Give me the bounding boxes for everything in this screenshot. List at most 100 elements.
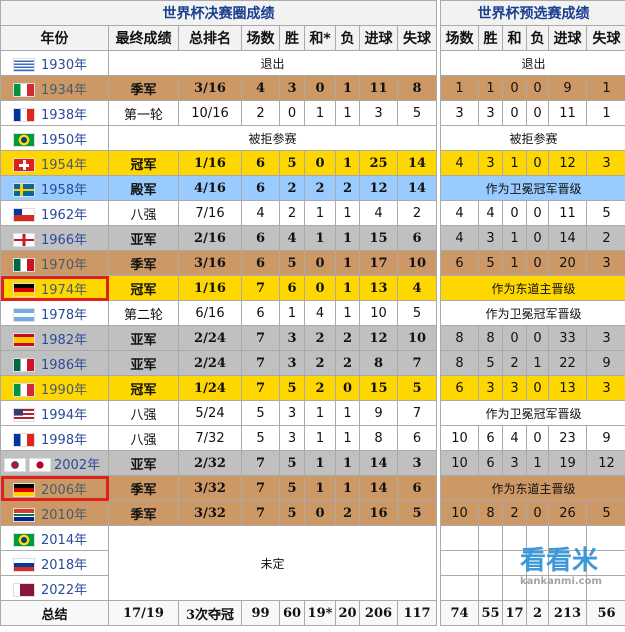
france-flag-icon bbox=[13, 108, 35, 122]
total-rank: 3次夺冠 bbox=[178, 600, 242, 626]
year-cell: 1994年 bbox=[0, 400, 109, 426]
year-link[interactable]: 1986年 bbox=[41, 357, 88, 373]
year-cell: 1962年 bbox=[0, 200, 109, 226]
finals-header-7: 进球 bbox=[359, 25, 398, 51]
status-note: 退出 bbox=[107, 50, 438, 76]
year-link[interactable]: 1954年 bbox=[41, 157, 88, 173]
qualifying-wins-cell bbox=[478, 575, 503, 601]
tbd-note: 未定 bbox=[107, 525, 438, 601]
year-link[interactable]: 1970年 bbox=[41, 257, 88, 273]
finals-header-2: 总排名 bbox=[178, 25, 242, 51]
matches-cell: 2 bbox=[241, 100, 280, 126]
year-link[interactable]: 1934年 bbox=[41, 82, 88, 98]
year-link[interactable]: 2002年 bbox=[54, 457, 101, 473]
goals-for-cell: 11 bbox=[359, 75, 398, 101]
draws-cell: 1 bbox=[304, 200, 336, 226]
year-link[interactable]: 1974年 bbox=[41, 282, 88, 298]
finals-header-0: 年份 bbox=[0, 25, 109, 51]
sweden-flag-icon bbox=[13, 183, 35, 197]
wins-cell: 5 bbox=[279, 475, 305, 501]
result-cell: 亚军 bbox=[108, 350, 179, 376]
year-link[interactable]: 1958年 bbox=[41, 182, 88, 198]
year-link[interactable]: 1966年 bbox=[41, 232, 88, 248]
year-cell: 2006年 bbox=[0, 475, 109, 501]
qualifying-draws-cell: 1 bbox=[502, 250, 527, 276]
year-link[interactable]: 1990年 bbox=[41, 382, 88, 398]
finals-row: 1978年 第二轮 6/16 6 1 4 1 10 5 bbox=[0, 300, 438, 326]
year-cell: 1966年 bbox=[0, 225, 109, 251]
year-cell: 1974年 bbox=[0, 275, 109, 301]
japan-flag-icon bbox=[29, 458, 51, 472]
year-link[interactable]: 1978年 bbox=[41, 307, 88, 323]
goals-for-cell: 8 bbox=[359, 350, 398, 376]
year-link[interactable]: 1962年 bbox=[41, 207, 88, 223]
qualifying-draws-cell: 0 bbox=[502, 325, 527, 351]
year-link[interactable]: 1930年 bbox=[41, 57, 88, 73]
goals-for-cell: 16 bbox=[359, 500, 398, 526]
finals-row: 1974年 冠军 1/16 7 6 0 1 13 4 bbox=[0, 275, 438, 301]
result-cell: 八强 bbox=[108, 425, 179, 451]
year-link[interactable]: 1938年 bbox=[41, 107, 88, 123]
result-cell: 亚军 bbox=[108, 325, 179, 351]
qualifying-goals-against-cell: 3 bbox=[585, 250, 625, 276]
finals-header-3: 场数 bbox=[241, 25, 280, 51]
losses-cell: 1 bbox=[335, 150, 360, 176]
qualifying-total-wins: 55 bbox=[478, 600, 503, 626]
qualifying-header-1: 胜 bbox=[478, 25, 503, 51]
finals-row: 1982年 亚军 2/24 7 3 2 2 12 10 bbox=[0, 325, 438, 351]
wins-cell: 4 bbox=[279, 225, 305, 251]
year-link[interactable]: 2010年 bbox=[41, 507, 88, 523]
year-link[interactable]: 1998年 bbox=[41, 432, 88, 448]
qualifying-total-goals-against: 56 bbox=[585, 600, 625, 626]
year-link[interactable]: 1994年 bbox=[41, 407, 88, 423]
qualifying-wins-cell bbox=[478, 525, 503, 551]
matches-cell: 6 bbox=[241, 175, 280, 201]
year-link[interactable]: 1950年 bbox=[41, 132, 88, 148]
qualifying-losses-cell: 0 bbox=[526, 75, 549, 101]
year-link[interactable]: 2022年 bbox=[41, 582, 88, 598]
qualifying-matches-cell: 8 bbox=[440, 350, 479, 376]
qualifying-row: 6 5 1 0 20 3 bbox=[440, 250, 625, 276]
losses-cell: 0 bbox=[335, 375, 360, 401]
qualifying-note: 作为东道主晋级 bbox=[439, 475, 625, 501]
matches-cell: 7 bbox=[241, 375, 280, 401]
finals-row: 1990年 冠军 1/24 7 5 2 0 15 5 bbox=[0, 375, 438, 401]
goals-against-cell: 14 bbox=[396, 175, 438, 201]
year-cell: 1950年 bbox=[0, 125, 109, 151]
year-cell: 2022年 bbox=[0, 575, 109, 601]
finals-row: 2018年 bbox=[0, 550, 437, 576]
draws-cell: 1 bbox=[304, 425, 336, 451]
france-flag-icon bbox=[13, 433, 35, 447]
qualifying-goals-for-cell: 23 bbox=[548, 425, 587, 451]
qualifying-row: 4 4 0 0 11 5 bbox=[440, 200, 625, 226]
south-africa-flag-icon bbox=[13, 508, 35, 522]
finals-row: 1966年 亚军 2/16 6 4 1 1 15 6 bbox=[0, 225, 438, 251]
matches-cell: 5 bbox=[241, 400, 280, 426]
goals-for-cell: 10 bbox=[359, 300, 398, 326]
draws-cell: 1 bbox=[304, 100, 336, 126]
goals-for-cell: 12 bbox=[359, 175, 398, 201]
qualifying-matches-cell: 10 bbox=[440, 450, 479, 476]
finals-header-8: 失球 bbox=[396, 25, 438, 51]
year-link[interactable]: 2018年 bbox=[41, 557, 88, 573]
matches-cell: 5 bbox=[241, 425, 280, 451]
uruguay-flag-icon bbox=[13, 58, 35, 72]
qualifying-draws-cell: 3 bbox=[502, 450, 527, 476]
rank-cell: 2/16 bbox=[178, 225, 242, 251]
year-cell: 1970年 bbox=[0, 250, 109, 276]
total-matches: 99 bbox=[241, 600, 280, 626]
finals-table: 世界杯决赛圈成绩 年份 最终成绩 总排名 场数胜和* 负进球 失球 1930年 退出 1934… bbox=[0, 0, 438, 626]
result-cell: 冠军 bbox=[108, 275, 179, 301]
qualifying-matches-cell: 10 bbox=[440, 425, 479, 451]
qualifying-table: 世界杯预选赛成绩 场数胜和负进球 失球 退出 1 1 0 0 9 1 3 3 0 0 11 1 被拒参赛 4 3… bbox=[439, 0, 625, 626]
qualifying-matches-cell: 1 bbox=[440, 75, 479, 101]
year-link[interactable]: 1982年 bbox=[41, 332, 88, 348]
matches-cell: 6 bbox=[241, 300, 280, 326]
qualifying-goals-against-cell: 1 bbox=[585, 75, 625, 101]
qualifying-losses-cell: 1 bbox=[526, 450, 549, 476]
finals-row: 1994年 八强 5/24 5 3 1 1 9 7 bbox=[0, 400, 438, 426]
year-link[interactable]: 2006年 bbox=[41, 482, 88, 498]
year-link[interactable]: 2014年 bbox=[41, 532, 88, 548]
goals-for-cell: 15 bbox=[359, 375, 398, 401]
qualifying-wins-cell: 8 bbox=[478, 500, 503, 526]
